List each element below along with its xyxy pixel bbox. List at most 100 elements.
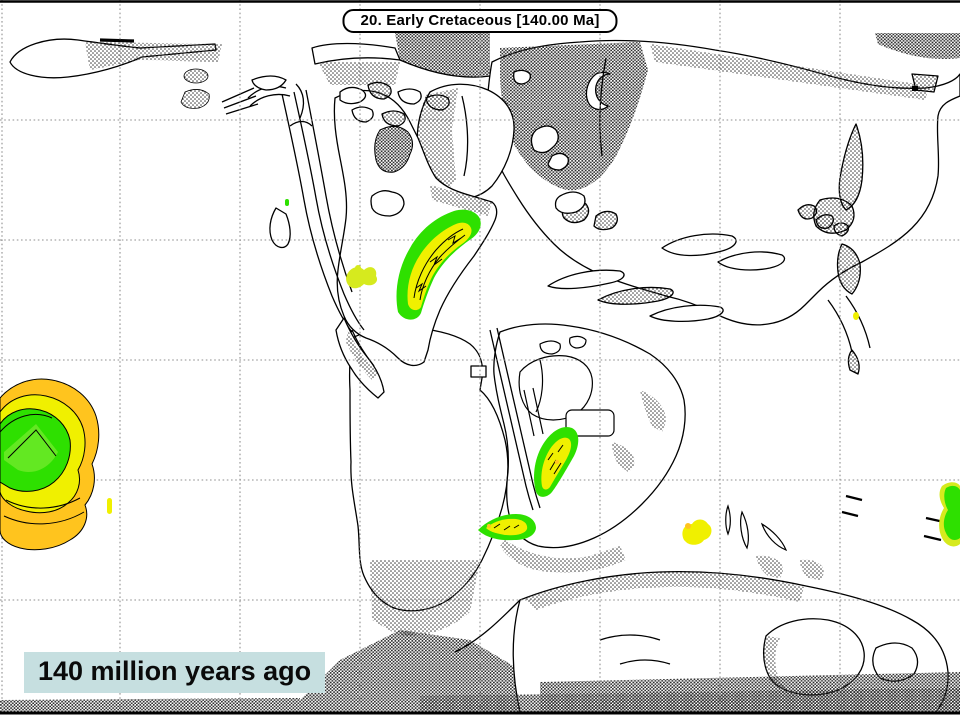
interior-lakes [370,190,405,217]
north-africa-block [565,409,615,437]
sikhote-strip [838,123,864,211]
shaded-islet [180,89,210,109]
japan-arc-islet [815,214,834,229]
japan-arc-islet [797,204,818,220]
map-title-box: 20. Early Cretaceous [140.00 Ma] [342,9,618,33]
africa-e-shaded [612,442,635,472]
north-china-lens [717,251,786,271]
west-african-rift-belt [534,426,579,497]
west-pacific-plateau [0,378,112,551]
eastern-north-america-belt [396,209,481,320]
barents-crescent [585,71,611,111]
south-atlantic-rift-line [489,329,534,511]
highlight-regions [0,199,960,551]
sunda-islet [847,349,860,375]
mexico-shaded [346,330,378,380]
small-green-dot [285,199,289,206]
india-sliver [740,510,749,550]
tethys-islet [539,340,561,355]
antarctica-australia [0,555,960,713]
amuria-strip [836,243,861,295]
arctic-shelf-shaded [395,33,490,77]
patagonia-shaded [370,560,480,636]
arctic-islet [425,94,450,111]
age-caption: 140 million years ago [38,656,312,686]
africa-ne-shaded [640,390,666,432]
japan-arc-islet [833,222,850,237]
plateau-outlier-dash [107,498,112,514]
bottom-margin-band-left [0,698,300,712]
map-title: 20. Early Cretaceous [140.00 Ma] [360,12,600,29]
shaded-islet [183,68,209,84]
hudson-shaded [374,126,414,173]
caspian-lens [554,191,586,214]
tethys-fragments [518,335,615,437]
arctic-islet [397,88,422,105]
arctic-islet [367,81,392,100]
cordillera-strip [281,93,353,333]
alaska-thick-segment [99,38,135,43]
australia-west-shading [763,636,786,690]
texas-patch-dot [355,265,361,271]
africa-south-margin-shaded [500,540,626,573]
alaska-shaded-band [85,42,222,70]
arctic-islet [351,106,374,123]
east-edge-green-patch [939,482,960,547]
tethys-islet [569,335,587,349]
gulf-of-guinea-belt [478,514,536,541]
arctic-corner-shaded [875,33,960,60]
ural-line [599,57,607,157]
east-edge-green [943,485,960,541]
ne-notch-mark [912,86,918,91]
guinea-marks [493,523,520,531]
guinea-orange-dot [487,524,491,528]
tibet-strip [597,286,674,305]
europe-shaded [500,42,648,191]
arctic-shelf-edge [399,59,491,78]
india-madagascar-fragments [725,494,945,552]
guinea-yellow [486,518,528,536]
rift-leaf-orange-dot [554,459,560,465]
north-america [333,89,498,367]
indian-ocean-yellow-patch [682,519,712,545]
north-america-group [221,87,498,399]
siberia-arctic-shaded [650,44,930,100]
texas-mexico-patch [346,267,378,289]
west-coast-arc [289,83,313,127]
coastal-stipple-patch [756,555,783,578]
india-sliver [760,522,788,552]
chukotka-islet [251,75,287,91]
small-yellow-dot [853,312,859,320]
chukchi-band-shaded [318,62,400,85]
iran-strip [547,269,625,290]
antarctica-inner-arc [599,634,671,665]
nw-europe-islet [513,69,531,85]
antarctica-bottom-shading [540,672,960,712]
chukchi-band [311,42,401,65]
baja-hook [269,207,291,249]
patagonia-antarctic-wedge [300,630,540,712]
arabia-block [518,355,593,421]
arctic-islet [339,86,367,105]
se-asia-arc [827,295,871,353]
cordillera-strip [305,89,353,293]
mexico-inner-line [351,329,375,367]
arctic-islet [381,110,406,127]
age-caption-box: 140 million years ago [24,652,326,693]
tibet-strip [649,304,724,323]
eurasia-landmass [486,33,960,375]
madagascar-dash [841,494,863,518]
india-sliver [725,504,731,536]
antarctica-top-fringe [525,571,804,610]
rift-junction-block [470,365,487,378]
arctic-northwest [9,33,491,127]
plateau-bright-core [4,424,58,472]
plateau-contours [0,414,85,525]
kazakh-terrane [593,210,618,231]
ne-notch-shaded [911,73,939,93]
antarctic-peninsula-arc [454,599,521,653]
greenland-inner-line [461,95,469,177]
